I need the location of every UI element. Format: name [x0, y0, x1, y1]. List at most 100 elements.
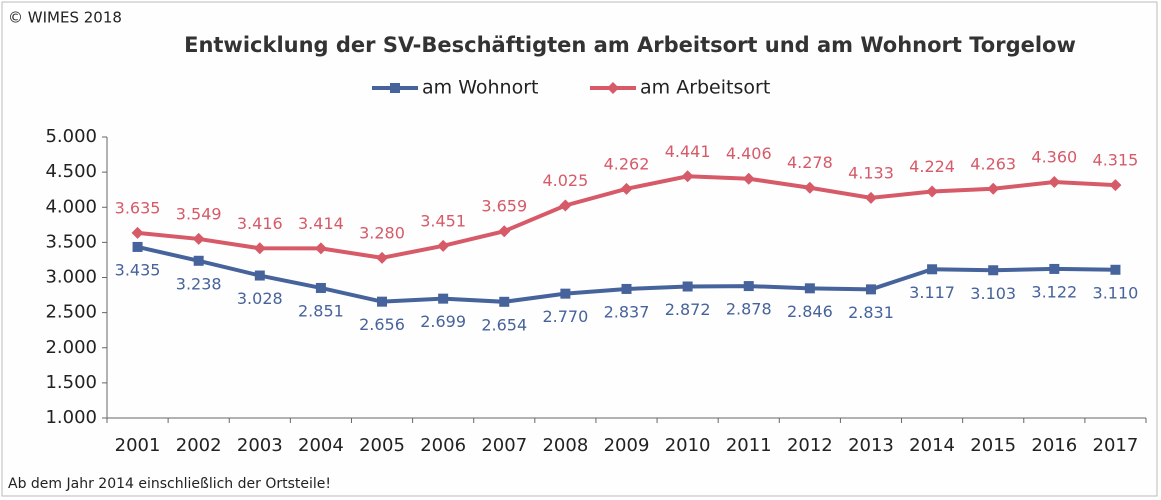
- value-label: 3.238: [176, 274, 222, 293]
- legend-marker: [390, 83, 400, 93]
- marker: [681, 170, 694, 183]
- copyright: © WIMES 2018: [8, 9, 122, 27]
- value-label: 3.280: [359, 223, 405, 242]
- marker: [1109, 179, 1122, 192]
- y-tick-label: 2.500: [45, 302, 97, 323]
- y-tick-label: 2.000: [45, 337, 97, 358]
- x-tick-label: 2008: [542, 435, 588, 456]
- value-label: 4.315: [1093, 151, 1139, 170]
- chart-title: Entwicklung der SV-Beschäftigten am Arbe…: [184, 33, 1076, 57]
- marker: [438, 293, 449, 304]
- value-label: 3.416: [237, 214, 283, 233]
- marker: [743, 281, 754, 292]
- y-tick-label: 3.000: [45, 267, 97, 288]
- marker: [377, 296, 388, 307]
- x-tick-label: 2004: [298, 435, 344, 456]
- value-label: 4.263: [970, 154, 1016, 173]
- marker: [559, 199, 572, 212]
- marker: [1048, 175, 1061, 188]
- x-tick-label: 2013: [848, 435, 894, 456]
- value-label: 3.110: [1093, 283, 1139, 302]
- value-label: 4.025: [542, 171, 588, 190]
- x-tick-label: 2006: [420, 435, 466, 456]
- marker: [314, 242, 327, 255]
- y-tick-label: 1.500: [45, 372, 97, 393]
- marker: [253, 242, 266, 255]
- marker: [498, 225, 511, 238]
- value-label: 2.699: [420, 312, 466, 331]
- y-tick-label: 5.000: [45, 126, 97, 147]
- x-tick-label: 2001: [115, 435, 161, 456]
- value-label: 4.441: [665, 142, 711, 161]
- marker: [682, 281, 693, 292]
- x-tick-label: 2012: [787, 435, 833, 456]
- value-label: 3.414: [298, 214, 344, 233]
- marker: [620, 182, 633, 195]
- value-label: 2.654: [481, 315, 527, 334]
- marker: [803, 181, 816, 194]
- marker: [987, 182, 1000, 195]
- marker: [865, 284, 876, 295]
- value-label: 4.360: [1031, 147, 1077, 166]
- value-label: 2.837: [604, 302, 650, 321]
- value-label: 2.846: [787, 302, 833, 321]
- value-label: 2.872: [665, 300, 711, 319]
- x-tick-label: 2009: [604, 435, 650, 456]
- value-label: 3.117: [909, 283, 955, 302]
- x-tick-label: 2010: [665, 435, 711, 456]
- value-label: 2.656: [359, 315, 405, 334]
- value-label: 4.133: [848, 163, 894, 182]
- value-label: 3.435: [115, 260, 161, 279]
- value-label: 3.451: [420, 211, 466, 230]
- x-tick-label: 2016: [1031, 435, 1077, 456]
- x-tick-label: 2017: [1093, 435, 1139, 456]
- value-label: 3.549: [176, 204, 222, 223]
- value-label: 3.635: [115, 198, 161, 217]
- value-label: 4.262: [604, 154, 650, 173]
- x-tick-label: 2015: [970, 435, 1016, 456]
- marker: [499, 296, 510, 307]
- legend-marker: [607, 82, 619, 94]
- note: Ab dem Jahr 2014 einschließlich der Orts…: [8, 476, 331, 492]
- marker: [131, 226, 144, 239]
- marker: [1110, 264, 1121, 275]
- marker: [254, 270, 265, 281]
- x-tick-label: 2014: [909, 435, 955, 456]
- marker: [132, 241, 143, 252]
- value-label: 3.122: [1031, 282, 1077, 301]
- value-label: 2.770: [542, 307, 588, 326]
- marker: [926, 185, 939, 198]
- legend-label: am Wohnort: [422, 77, 538, 99]
- y-tick-label: 1.000: [45, 407, 97, 428]
- value-label: 2.851: [298, 301, 344, 320]
- value-label: 3.103: [970, 284, 1016, 303]
- y-tick-label: 3.500: [45, 231, 97, 252]
- value-label: 2.878: [726, 300, 772, 319]
- x-tick-label: 2005: [359, 435, 405, 456]
- marker: [742, 172, 755, 185]
- value-label: 3.028: [237, 289, 283, 308]
- marker: [988, 265, 999, 276]
- marker: [621, 283, 632, 294]
- marker: [1049, 263, 1060, 274]
- x-tick-label: 2011: [726, 435, 772, 456]
- marker: [192, 232, 205, 245]
- value-label: 4.406: [726, 144, 772, 163]
- x-tick-label: 2003: [237, 435, 283, 456]
- y-tick-label: 4.000: [45, 196, 97, 217]
- marker: [804, 283, 815, 294]
- marker: [376, 251, 389, 264]
- x-tick-label: 2007: [481, 435, 527, 456]
- marker: [927, 264, 938, 275]
- value-label: 4.224: [909, 157, 955, 176]
- marker: [560, 288, 571, 299]
- x-tick-label: 2002: [176, 435, 222, 456]
- legend-label: am Arbeitsort: [640, 77, 770, 99]
- marker: [437, 239, 450, 252]
- marker: [864, 191, 877, 204]
- value-label: 3.659: [481, 197, 527, 216]
- marker: [193, 255, 204, 266]
- value-label: 2.831: [848, 303, 894, 322]
